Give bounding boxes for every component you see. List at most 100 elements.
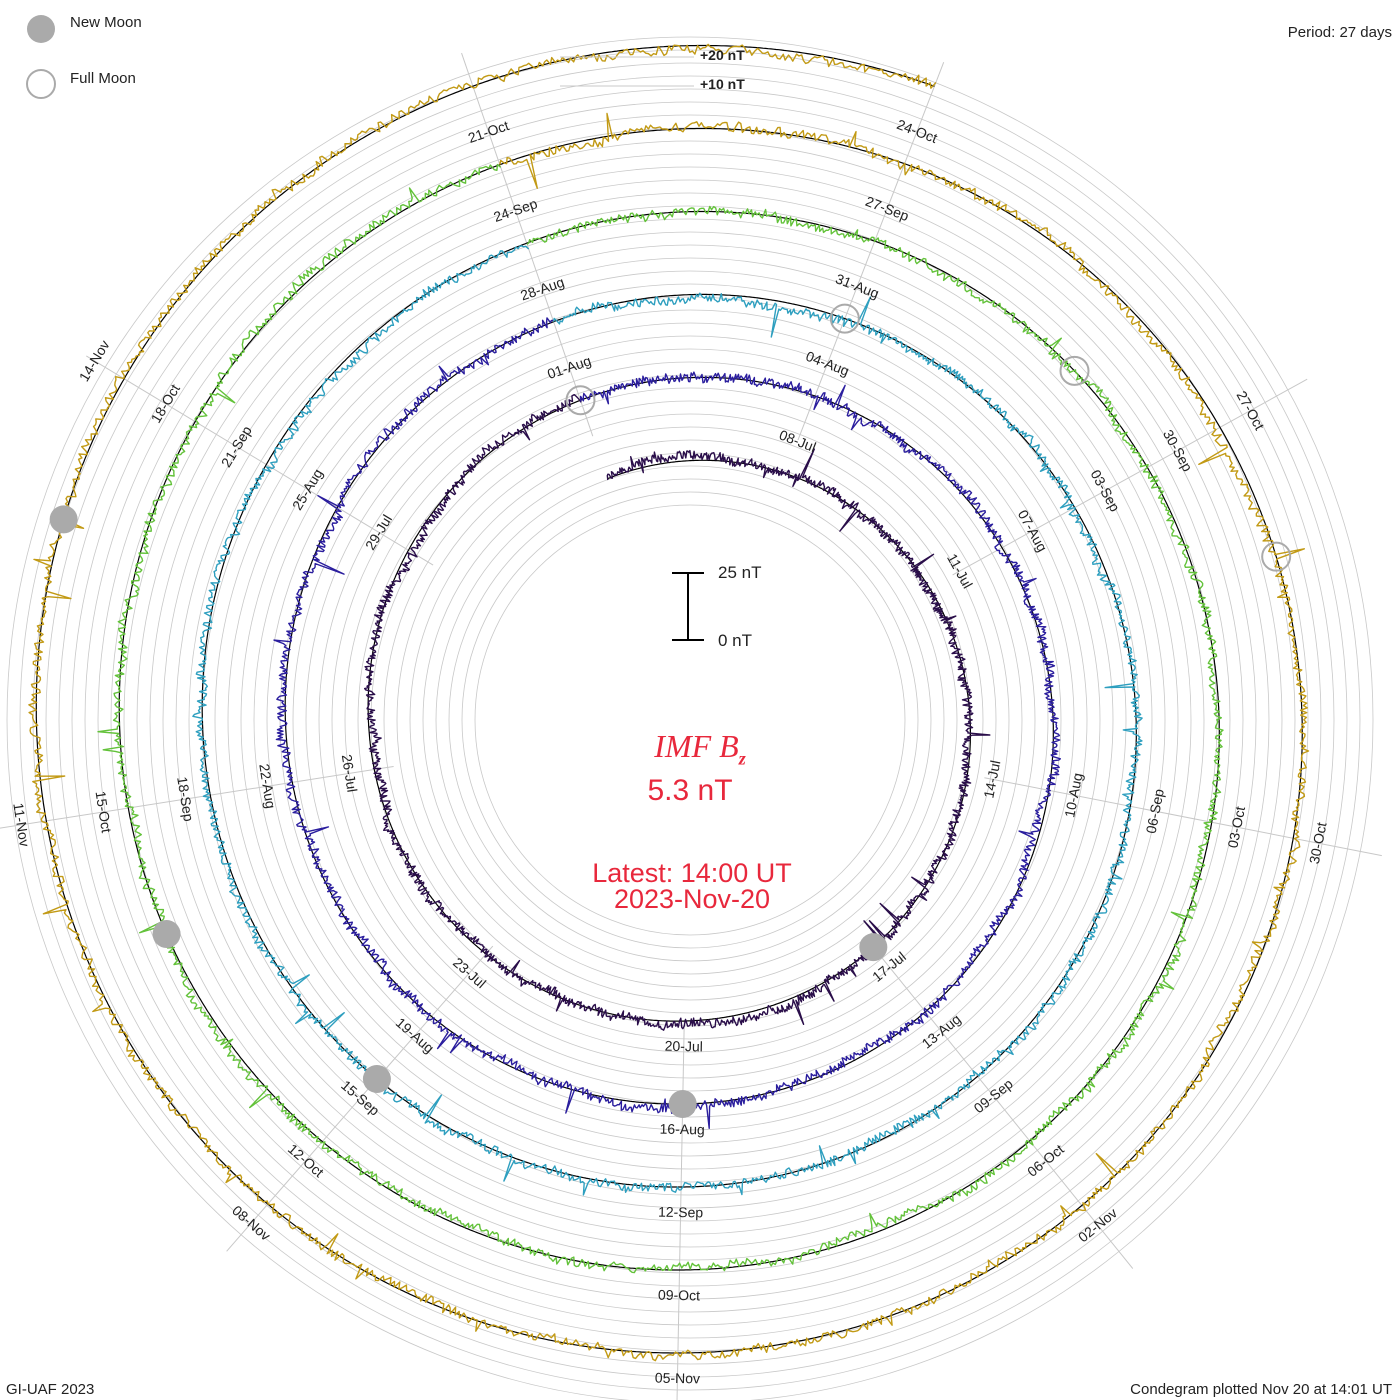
grid-circle: [409, 439, 971, 1001]
grid-spoke: [461, 52, 594, 437]
date-label: 04-Aug: [804, 348, 852, 379]
grid-circle: [383, 413, 997, 1027]
date-label: 30-Oct: [1306, 821, 1330, 865]
date-label: 18-Sep: [174, 775, 197, 822]
date-label: 03-Sep: [1087, 467, 1123, 514]
grid-circle: [214, 244, 1166, 1196]
grid-circle: [6, 36, 1374, 1400]
grid-spoke: [878, 953, 1134, 1269]
date-label: 16-Aug: [659, 1121, 704, 1138]
date-label: 07-Aug: [1015, 507, 1051, 554]
grid-circle: [318, 348, 1062, 1092]
date-label: 21-Oct: [466, 117, 511, 146]
grid-circle: [84, 114, 1296, 1326]
grid-circle: [19, 49, 1361, 1391]
date-label: 24-Oct: [895, 116, 940, 146]
grid-circle: [266, 296, 1114, 1144]
grid-circle: [188, 218, 1192, 1222]
date-label: 30-Sep: [1160, 427, 1196, 474]
date-label: 28-Aug: [518, 274, 566, 304]
date-label: 20-Jul: [665, 1038, 703, 1055]
grid-circle: [253, 283, 1127, 1157]
grid-circle: [175, 205, 1205, 1235]
grid-circle: [149, 179, 1231, 1261]
grid-circle: [357, 387, 1023, 1053]
data-trace-rotation-1: [364, 394, 991, 1031]
grid-spoke: [952, 378, 1308, 576]
new-moon-icon: [27, 15, 55, 43]
outer-scale-label-20: +20 nT: [700, 47, 745, 63]
data-trace-rotation-3: [192, 245, 1143, 1196]
grid-spoke: [226, 945, 494, 1252]
grid-circle: [292, 322, 1088, 1118]
date-label: 27-Oct: [1233, 388, 1267, 433]
grid-circle: [331, 361, 1049, 1079]
moon-legend-icons: [26, 15, 56, 99]
grid-circle: [279, 309, 1101, 1131]
date-label: 08-Jul: [777, 426, 818, 455]
grid-circle: [123, 153, 1257, 1287]
grid-spoke: [676, 1019, 685, 1400]
new-moon-marker: [668, 1090, 697, 1119]
date-label: 09-Oct: [658, 1287, 700, 1304]
date-label: 22-Aug: [256, 763, 279, 810]
footer-timestamp: Condegram plotted Nov 20 at 14:01 UT: [1130, 1381, 1392, 1398]
date-label: 14-Nov: [76, 337, 113, 384]
date-label: 26-Jul: [339, 753, 361, 793]
new-moon-marker: [859, 933, 888, 962]
full-moon-label: Full Moon: [70, 70, 136, 87]
grid-circle: [344, 374, 1036, 1066]
latest-date: 2023-Nov-20: [613, 884, 771, 914]
center-value: 5.3 nT: [647, 774, 733, 807]
data-trace-rotation-4: [97, 163, 1224, 1274]
grid-spoke: [86, 355, 434, 566]
new-moon-marker: [49, 505, 78, 534]
date-label: 27-Sep: [863, 193, 911, 224]
footer-credit: GI-UAF 2023: [6, 1381, 95, 1398]
new-moon-marker: [362, 1064, 391, 1093]
grid-circle: [396, 426, 984, 1014]
full-moon-icon: [26, 69, 56, 99]
date-label: 12-Sep: [658, 1204, 704, 1221]
full-moon-marker: [829, 303, 860, 334]
center-title-main: IMF B: [654, 728, 739, 764]
grid-circle: [71, 101, 1309, 1339]
grid-circle: [461, 491, 919, 949]
center-title: IMF Bz: [0, 728, 1400, 769]
full-moon-marker: [1261, 541, 1292, 572]
grid-spoke: [797, 62, 945, 441]
grid-circle: [448, 478, 932, 962]
date-label: 03-Oct: [1224, 805, 1248, 849]
center-title-sub: z: [738, 748, 746, 769]
grid-circle: [370, 400, 1010, 1040]
date-label: 14-Jul: [980, 759, 1003, 800]
grid-circle: [474, 504, 906, 936]
grid-circle: [227, 257, 1153, 1183]
scale-bar-bottom-label: 0 nT: [718, 631, 753, 650]
new-moon-marker: [152, 920, 181, 949]
new-moon-label: New Moon: [70, 14, 142, 31]
grid-circle: [58, 88, 1322, 1352]
period-label: Period: 27 days: [1287, 24, 1392, 41]
data-trace-rotation-2: [273, 317, 1061, 1129]
grid-circle: [45, 75, 1335, 1365]
date-label: 15-Oct: [92, 790, 114, 834]
date-label: 05-Nov: [655, 1370, 700, 1387]
grid-circle: [435, 465, 945, 975]
date-label: 11-Nov: [10, 802, 33, 848]
grid-circle: [136, 166, 1244, 1274]
outer-scale-label-10: +10 nT: [700, 76, 745, 92]
grid-spoke: [0, 765, 394, 829]
full-moon-marker: [565, 385, 596, 416]
date-label: 29-Jul: [362, 512, 395, 553]
grid-circle: [162, 192, 1218, 1248]
date-label: 12-Oct: [285, 1141, 327, 1181]
date-label: 11-Jul: [944, 551, 976, 591]
date-label: 24-Sep: [491, 195, 539, 225]
latest-time: Latest: 14:00 UT: [592, 858, 792, 888]
grid-circle: [110, 140, 1270, 1300]
date-label: 21-Sep: [218, 423, 255, 470]
baseline-spiral-3: [201, 242, 1137, 1188]
